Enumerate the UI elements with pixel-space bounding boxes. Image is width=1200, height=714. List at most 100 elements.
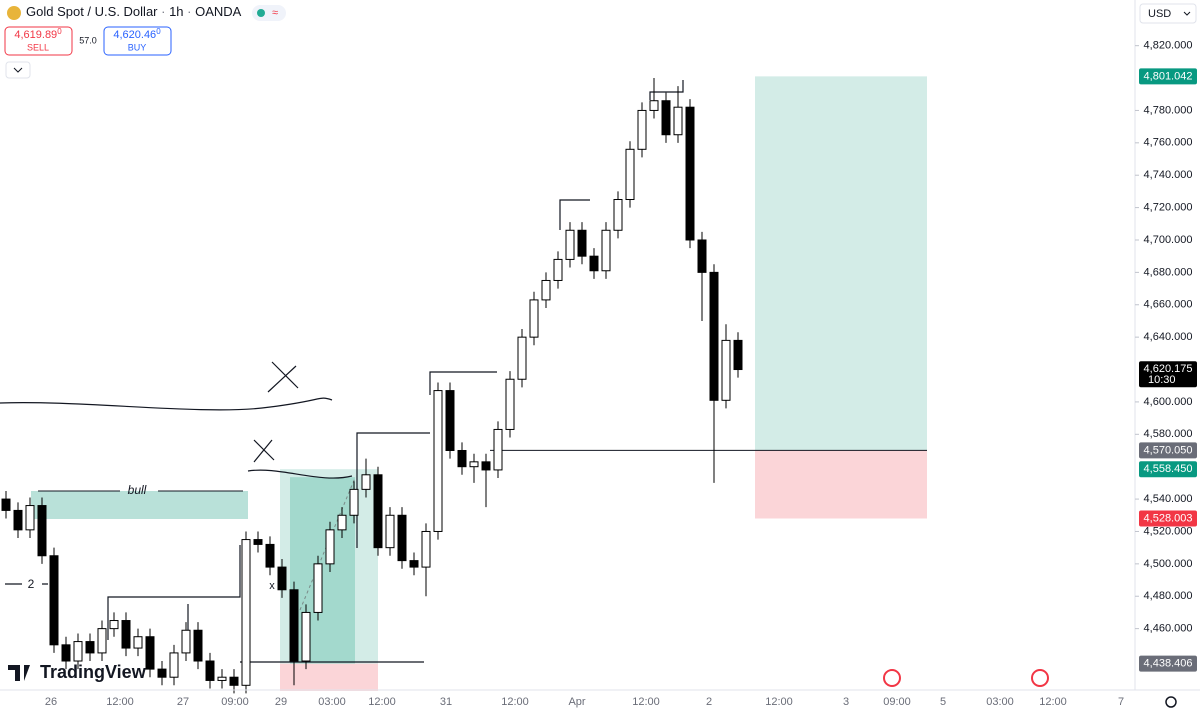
candle-body: [541, 279, 551, 301]
price: 4,619.89: [14, 29, 57, 41]
x-tick-label: 12:00: [765, 696, 793, 708]
candle-body: [301, 611, 311, 662]
collapse-button[interactable]: [5, 61, 31, 79]
candle-body: [517, 336, 527, 380]
structure-line: [649, 80, 684, 100]
buy-button[interactable]: [103, 26, 172, 56]
y-tick-label: 4,460.000: [1144, 623, 1193, 635]
symbol: Gold Spot / U.S. Dollar: [26, 4, 158, 19]
x-tick-label: 27: [177, 696, 189, 708]
candle-body: [229, 676, 239, 686]
structure-line: [559, 199, 590, 230]
candle-body: [169, 652, 179, 678]
price-tag-label: 4,801.042: [1144, 70, 1193, 82]
candle-body: [385, 514, 395, 549]
candle-body: [529, 299, 539, 338]
candle-body: [205, 660, 215, 681]
loss-zone: [280, 663, 378, 691]
candle-body: [577, 229, 587, 257]
y-tick-label: 4,660.000: [1144, 299, 1193, 311]
x-tick-label: Apr: [568, 696, 585, 708]
candle-body: [13, 509, 23, 531]
spread: 57.0: [79, 35, 97, 45]
candle-body: [61, 644, 71, 662]
candle-body: [445, 390, 455, 451]
y-tick-label: 4,740.000: [1144, 169, 1193, 181]
currency-button[interactable]: [1139, 3, 1197, 24]
price-tag: [1139, 68, 1197, 85]
sell-price: 4,619.890: [14, 27, 62, 41]
x-tick-label: 5: [940, 696, 946, 708]
candle-body: [109, 620, 119, 630]
sell-button[interactable]: [4, 26, 73, 56]
price-tag: [1139, 461, 1197, 478]
candle-body: [193, 629, 203, 662]
settings-icon[interactable]: [1165, 696, 1177, 708]
candle-body: [601, 229, 611, 272]
symbol-title: Gold Spot / U.S. Dollar · 1h · OANDA: [26, 4, 242, 19]
x-tick-label: 26: [45, 696, 57, 708]
x-tick-label: 7: [1118, 696, 1124, 708]
logo: TradingView: [40, 662, 147, 682]
status-dot: [257, 9, 265, 17]
chevron: [13, 67, 23, 73]
y-tick-label: 4,700.000: [1144, 234, 1193, 246]
price-tag-label: 4,570.050: [1144, 444, 1193, 456]
mark-label: x: [269, 580, 275, 592]
candle-body: [121, 620, 131, 649]
bull-zone: [31, 491, 248, 519]
candle-body: [181, 629, 191, 654]
candle-body: [1, 498, 11, 511]
currency: USD: [1148, 8, 1171, 20]
x-tick-label: 3: [843, 696, 849, 708]
candle-body: [145, 636, 155, 670]
candle-body: [73, 641, 83, 662]
interval: 1h: [169, 4, 183, 19]
structure-line: [429, 371, 497, 395]
hand-line: [0, 397, 333, 411]
candle-body: [241, 539, 251, 686]
x-tick-label: 12:00: [1039, 696, 1067, 708]
x-tick-label: 12:00: [106, 696, 134, 708]
price-tag-label: 4,558.450: [1144, 463, 1193, 475]
event-icon[interactable]: [1031, 669, 1049, 687]
x-tick-label: 12:00: [632, 696, 660, 708]
y-tick-label: 4,540.000: [1144, 493, 1193, 505]
y-tick-label: 4,580.000: [1144, 428, 1193, 440]
candle-body: [481, 461, 491, 471]
candle-body: [469, 461, 479, 468]
candle-body: [613, 199, 623, 231]
status-pill[interactable]: [252, 5, 286, 21]
y-tick-label: 4,820.000: [1144, 40, 1193, 52]
candle-body: [25, 505, 35, 531]
candle-body: [721, 339, 731, 401]
candle-body: [409, 560, 419, 568]
candle-body: [337, 514, 347, 531]
status-icon: ≈: [272, 7, 278, 19]
x-tick-label: 2: [706, 696, 712, 708]
fraction: 0: [156, 27, 161, 36]
price-tag: [1139, 655, 1197, 672]
hand-line: [247, 469, 353, 479]
fraction: 0: [57, 27, 62, 36]
candle-body: [361, 474, 371, 490]
price: 4,620.46: [113, 29, 156, 41]
price-tag-label: 4,438.406: [1144, 658, 1193, 670]
buy-price: 4,620.460: [113, 27, 161, 41]
price-axis: 4,460.000 4,480.000 4,500.000 4,520.000 4,54…: [1135, 40, 1197, 672]
candle-body: [85, 641, 95, 654]
candle-body: [49, 555, 59, 646]
count-label: 2: [28, 577, 35, 591]
x-tick-label: 12:00: [368, 696, 396, 708]
candle-body: [373, 474, 383, 549]
time-axis: 26 12:00 27 09:00 29 03:00 12:00 31 12:00 Apr 12:0…: [45, 696, 1124, 708]
zone-label: bull: [128, 483, 147, 497]
price-tag-label: 4,620.175: [1144, 363, 1193, 375]
candle-body: [649, 100, 659, 111]
event-icon[interactable]: [883, 669, 901, 687]
candle-body: [289, 589, 299, 662]
x-tick-label: 29: [275, 696, 287, 708]
candle-body: [709, 271, 719, 401]
candle-body: [673, 106, 683, 136]
